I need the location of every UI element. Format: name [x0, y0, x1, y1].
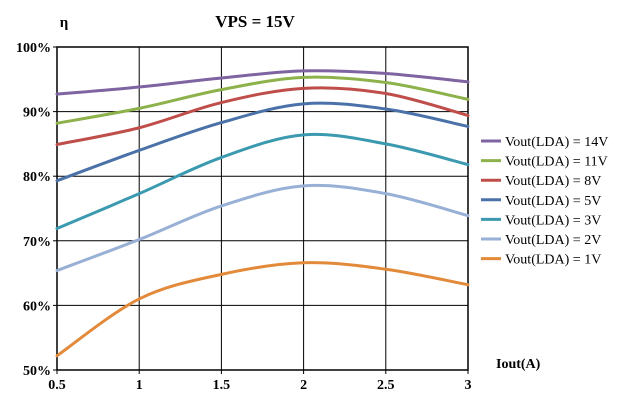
legend-label: Vout(LDA) = 8V [505, 174, 601, 189]
legend-label: Vout(LDA) = 2V [505, 233, 601, 248]
series-line-1 [55, 75, 470, 125]
x-tick-label: 3 [465, 378, 472, 393]
y-axis-label: η [60, 15, 69, 31]
y-tick-label: 70% [23, 235, 51, 250]
chart-title: VPS = 15V [215, 12, 295, 31]
series-line-5 [55, 183, 470, 273]
legend: Vout(LDA) = 14V Vout(LDA) = 11V Vout(LDA) … [481, 135, 608, 268]
x-tick-label: 2.5 [377, 378, 395, 393]
legend-label: Vout(LDA) = 1V [505, 253, 601, 268]
tick-labels: 0.5 1 1.5 2 2.5 3 50% 60% 70% 80% 90% 100% [16, 41, 472, 393]
x-tick-label: 2 [300, 378, 307, 393]
series-line-2 [55, 86, 470, 147]
series-lines [55, 69, 470, 358]
series-line-3 [55, 101, 470, 183]
x-tick-label: 0.5 [48, 378, 66, 393]
series-line-6 [55, 261, 470, 358]
legend-label: Vout(LDA) = 5V [505, 194, 601, 209]
y-tick-label: 100% [16, 41, 51, 56]
x-tick-label: 1.5 [213, 378, 231, 393]
legend-label: Vout(LDA) = 14V [505, 135, 608, 150]
legend-label: Vout(LDA) = 3V [505, 213, 601, 228]
series-line-4 [55, 132, 470, 231]
legend-label: Vout(LDA) = 11V [505, 155, 608, 170]
y-tick-label: 90% [23, 106, 51, 121]
y-tick-label: 50% [23, 364, 51, 379]
x-axis-label: Iout(A) [496, 357, 541, 372]
plot-frame [56, 46, 469, 371]
y-tick-label: 60% [23, 299, 51, 314]
y-tick-label: 80% [23, 170, 51, 185]
series-line-0 [55, 69, 470, 96]
grid-lines [53, 46, 469, 374]
x-tick-label: 1 [136, 378, 143, 393]
